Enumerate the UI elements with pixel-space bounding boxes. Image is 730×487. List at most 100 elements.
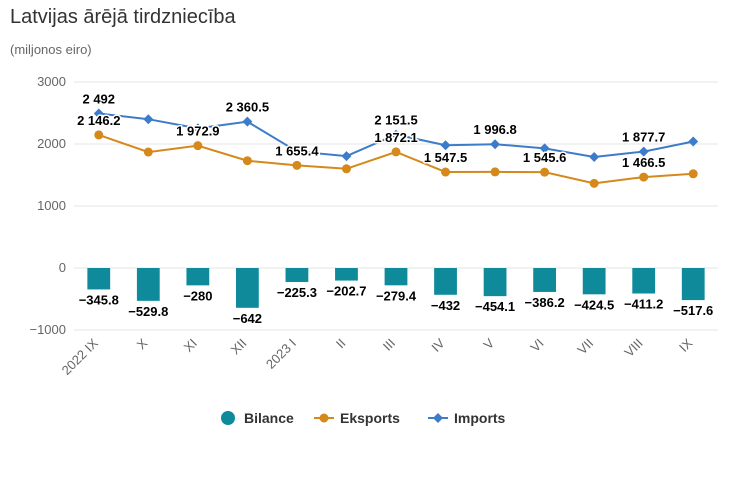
point-eksports [242,156,252,166]
data-label-imports: 2 151.5 [374,113,417,128]
data-label-bilance: −642 [233,311,262,326]
data-label-bilance: −345.8 [79,292,119,307]
legend-marker-bilance [221,411,235,425]
point-imports [192,123,203,134]
bar-bilance [87,268,111,290]
data-label-imports: 2 360.5 [226,100,269,115]
legend-label-eksports: Eksports [340,410,400,426]
point-imports [242,116,253,127]
point-imports [93,108,104,119]
data-label-bilance: −202.7 [326,284,366,299]
point-eksports [94,130,104,140]
y-tick-label: −1000 [29,322,66,337]
x-tick-label: V [480,335,497,352]
point-eksports [639,172,649,182]
data-label-bilance: −411.2 [624,296,663,311]
x-tick-label: X [134,335,151,352]
data-label-bilance: −225.3 [277,285,317,300]
x-tick-label: VIII [621,336,645,360]
data-label-imports: 2 492 [82,91,115,106]
point-imports [638,146,649,157]
point-imports [341,151,352,162]
x-tick-label: XII [228,336,250,358]
bar-bilance [384,268,408,286]
data-label-eksports: 1 872.1 [374,130,417,145]
data-label-eksports: 1 972.9 [176,124,219,139]
point-imports [490,139,501,150]
x-tick-label: II [333,336,349,352]
chart-subtitle: (miljonos eiro) [10,42,92,57]
x-tick-label: VI [527,336,546,355]
legend-label-bilance: Bilance [244,410,294,426]
point-imports [440,140,451,151]
x-tick-label: III [380,336,398,354]
x-tick-label: XI [181,336,200,355]
data-label-bilance: −424.5 [574,297,614,312]
point-imports [391,129,401,140]
data-label-bilance: −279.4 [376,288,417,303]
data-label-bilance: −432 [431,298,460,313]
legend-item-eksports[interactable]: Eksports [314,410,400,426]
point-eksports [441,167,451,177]
data-label-bilance: −386.2 [525,295,565,310]
x-tick-label: IX [676,335,696,355]
point-imports [291,146,302,157]
data-label-eksports: 2 146.2 [77,113,120,128]
y-tick-label: 1000 [37,198,66,213]
point-imports [688,136,699,147]
x-axis-ticks: 2022 IX X XI XII 2023 I II III IV V VI VII VIII IX [59,335,696,378]
point-eksports [688,169,698,179]
x-tick-label: 2022 IX [59,335,102,378]
bar-bilance [632,268,656,294]
line-series [93,108,699,188]
data-label-eksports: 1 655.4 [275,143,319,158]
point-eksports [540,167,550,177]
legend-item-bilance[interactable]: Bilance [221,410,294,426]
bar-bilance [285,268,309,282]
chart-title: Latvijas ārējā tirdzniecība [10,6,236,28]
point-eksports [589,178,599,188]
point-eksports [341,164,351,174]
legend[interactable]: Bilance Eksports Imports [221,410,506,426]
x-tick-label: 2023 I [263,336,299,372]
point-eksports [490,167,500,177]
bar-bilance [335,268,358,281]
legend-marker-imports [433,413,443,423]
legend-label-imports: Imports [454,410,506,426]
data-label-eksports: 1 545.6 [523,150,566,165]
data-label-eksports: 1 547.5 [424,150,467,165]
bar-bilance [434,268,457,295]
point-imports [589,152,600,163]
grid-lines [74,81,718,331]
bar-bilance [483,268,507,297]
x-tick-label: IV [428,335,448,355]
legend-marker-eksports [319,413,329,423]
bilance-bars [87,268,705,308]
point-eksports [143,147,153,157]
point-eksports [292,160,302,170]
y-tick-label: 3000 [37,74,66,89]
y-tick-label: 0 [59,260,66,275]
y-tick-label: 2000 [37,136,66,151]
x-tick-label: VII [574,336,596,358]
y-axis-ticks: −1000 0 1000 2000 3000 [29,74,66,337]
bar-bilance [533,268,557,292]
data-label-imports: 1 877.7 [622,130,665,145]
bar-bilance [582,268,606,295]
point-imports [539,143,550,154]
data-label-eksports: 1 466.5 [622,155,665,170]
point-imports [143,114,154,125]
bar-bilance [681,268,705,301]
data-labels: −345.8 −529.8 −280 −642 −225.3 −202.7 −279.4 −4… [76,90,715,327]
data-label-bilance: −454.1 [475,299,515,314]
data-label-bilance: −517.6 [673,303,713,318]
data-label-bilance: −280 [183,288,212,303]
bar-bilance [235,268,259,308]
legend-item-imports[interactable]: Imports [428,410,506,426]
bar-bilance [136,268,160,301]
bar-bilance [186,268,210,286]
point-eksports [391,147,401,157]
data-label-imports: 1 996.8 [473,122,516,137]
point-eksports [193,141,203,151]
